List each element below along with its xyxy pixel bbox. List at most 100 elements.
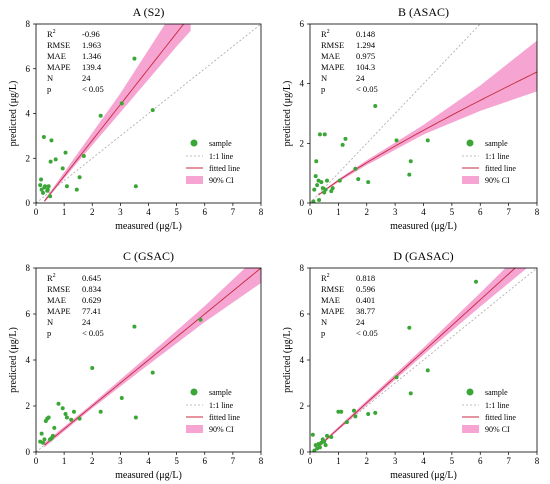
data-point — [39, 431, 44, 436]
legend-fit-label: fitted line — [209, 164, 240, 173]
data-point — [48, 194, 53, 199]
x-axis-label: measured (μg/L) — [115, 221, 182, 232]
data-point — [322, 190, 327, 195]
x-tick-label: 8 — [535, 207, 540, 217]
x-tick-label: 0 — [34, 207, 39, 217]
data-point — [52, 425, 57, 430]
data-point — [46, 415, 51, 420]
data-point — [317, 445, 322, 450]
stat-value: 38.77 — [356, 306, 375, 316]
legend-sample-label: sample — [485, 388, 508, 397]
x-tick-label: 3 — [393, 456, 398, 466]
stat-label: R2 — [47, 29, 56, 39]
stat-label: MAPE — [321, 62, 345, 72]
y-tick-label: 4 — [300, 355, 305, 365]
legend-fit-label: fitted line — [209, 413, 240, 422]
x-tick-label: 2 — [365, 207, 370, 217]
data-point — [45, 187, 50, 192]
data-point — [119, 101, 124, 106]
data-point — [373, 410, 378, 415]
data-point — [313, 174, 318, 179]
y-tick-label: 0 — [300, 447, 305, 457]
stat-label: N — [321, 73, 327, 83]
x-tick-label: 6 — [478, 207, 483, 217]
identity-line — [310, 24, 481, 203]
data-point — [56, 401, 61, 406]
x-tick-label: 0 — [34, 456, 39, 466]
stat-value: 1.346 — [82, 51, 101, 61]
data-point — [353, 414, 358, 419]
data-point — [325, 433, 330, 438]
data-point — [60, 406, 65, 411]
data-point — [394, 138, 399, 143]
y-tick-label: 0 — [300, 198, 305, 208]
ci-band — [318, 40, 537, 196]
stat-value: 24 — [356, 317, 365, 327]
plot-area — [36, 24, 261, 203]
stat-label: MAE — [321, 295, 340, 305]
stat-label: N — [47, 73, 53, 83]
legend-sample-marker — [190, 139, 198, 147]
x-tick-label: 7 — [506, 456, 511, 466]
stat-label: p — [47, 84, 51, 94]
stat-label: p — [47, 328, 51, 338]
x-tick-label: 8 — [535, 456, 540, 466]
stat-value: < 0.05 — [82, 84, 104, 94]
x-tick-label: 2 — [90, 456, 95, 466]
data-point — [64, 184, 69, 189]
stat-value: 0.818 — [356, 273, 375, 283]
data-point — [69, 417, 74, 422]
legend-sample-marker — [190, 388, 198, 396]
data-point — [329, 435, 334, 440]
data-point — [312, 448, 317, 452]
data-point — [317, 132, 322, 137]
data-point — [41, 134, 46, 139]
plot-area — [310, 268, 537, 452]
data-point — [351, 408, 356, 413]
data-point — [98, 409, 103, 414]
x-axis-label: measured (μg/L) — [390, 221, 457, 232]
data-point — [322, 439, 327, 444]
stat-value: -0.96 — [82, 29, 100, 39]
legend-ci-label: 90% CI — [485, 425, 510, 434]
data-point — [41, 440, 46, 445]
data-point — [340, 142, 345, 147]
data-point — [133, 184, 138, 189]
data-point — [64, 415, 69, 420]
plot-area — [36, 268, 261, 452]
y-tick-label: 0 — [26, 447, 31, 457]
data-point — [425, 138, 430, 143]
data-point — [407, 325, 412, 330]
data-point — [339, 409, 344, 414]
data-point — [198, 317, 203, 322]
y-tick-label: 2 — [26, 153, 31, 163]
panel-title: C (GSAC) — [123, 249, 174, 263]
data-point — [317, 198, 322, 203]
legend-ci-label: 90% CI — [209, 425, 234, 434]
x-tick-label: 5 — [174, 207, 179, 217]
y-tick-label: 2 — [300, 138, 305, 148]
data-point — [366, 412, 371, 417]
x-tick-label: 3 — [118, 207, 123, 217]
data-point — [77, 416, 82, 421]
stat-value: 24 — [82, 73, 91, 83]
data-point — [322, 132, 327, 137]
legend-sample-marker — [466, 388, 474, 396]
fitted-line — [44, 268, 261, 446]
x-tick-label: 6 — [203, 207, 208, 217]
data-point — [43, 184, 47, 189]
stat-label: MAE — [47, 295, 66, 305]
data-point — [373, 104, 378, 109]
data-point — [150, 108, 155, 113]
data-point — [329, 189, 334, 194]
data-point — [46, 184, 51, 189]
data-point — [50, 433, 55, 438]
data-point — [344, 420, 349, 425]
stat-label: MAE — [47, 51, 66, 61]
x-tick-label: 1 — [336, 456, 341, 466]
fitted-line — [318, 268, 516, 447]
data-point — [42, 437, 47, 442]
fitted-line — [44, 24, 185, 202]
